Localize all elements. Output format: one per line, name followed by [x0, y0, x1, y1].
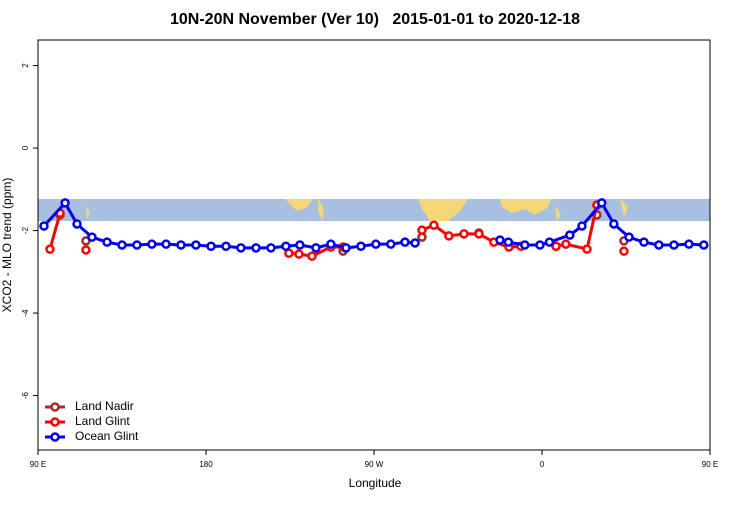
data-point	[147, 239, 157, 249]
data-point	[161, 239, 171, 249]
data-point	[311, 243, 321, 253]
data-point	[87, 232, 97, 242]
data-point	[132, 240, 142, 250]
y-tick-label: -6	[21, 391, 30, 399]
data-point	[561, 239, 571, 249]
data-point	[495, 235, 505, 245]
data-point	[544, 237, 555, 247]
data-point	[221, 241, 231, 251]
data-point	[386, 239, 396, 249]
x-tick-label: 90 W	[365, 460, 384, 469]
legend-label: Land Nadir	[75, 399, 134, 413]
y-tick-label: 0	[21, 145, 30, 150]
legend-marker	[50, 402, 60, 412]
data-point	[400, 237, 410, 247]
data-point	[503, 237, 514, 247]
data-point	[609, 219, 619, 229]
data-point	[117, 240, 127, 250]
legend-label: Land Glint	[75, 414, 130, 428]
x-tick-label: 90 E	[30, 460, 46, 469]
legend-marker	[50, 417, 60, 427]
data-point	[654, 240, 664, 250]
data-point	[596, 198, 607, 208]
data-point	[459, 229, 469, 239]
chart-title: 10N-20N November (Ver 10) 2015-01-01 to …	[170, 11, 580, 28]
data-point	[429, 220, 439, 230]
map-strip	[38, 199, 710, 221]
data-point	[102, 237, 112, 247]
legend-marker	[50, 432, 60, 442]
data-point	[417, 225, 427, 235]
data-point	[699, 240, 709, 250]
data-point	[206, 241, 216, 251]
data-point	[307, 251, 317, 261]
data-point	[60, 198, 70, 208]
data-point	[371, 239, 381, 249]
x-axis-label: Longitude	[349, 476, 402, 490]
data-point	[236, 243, 246, 253]
y-tick-label: 2	[21, 63, 30, 68]
data-point	[176, 240, 186, 250]
y-tick-label: -2	[21, 226, 30, 234]
data-point	[551, 241, 561, 251]
data-point	[410, 238, 420, 248]
y-tick-label: -4	[21, 309, 30, 317]
data-point	[582, 244, 592, 254]
x-tick-label: 90 E	[702, 460, 718, 469]
data-point	[565, 230, 575, 240]
x-tick-label: 180	[199, 460, 213, 469]
data-point	[326, 239, 336, 249]
data-point	[81, 245, 91, 255]
data-point	[444, 231, 454, 241]
data-point	[295, 240, 305, 250]
data-point	[639, 237, 649, 247]
data-point	[535, 240, 545, 250]
data-point	[520, 240, 530, 250]
data-point	[341, 243, 351, 253]
data-point	[669, 240, 679, 250]
data-point	[191, 240, 201, 250]
data-point	[356, 241, 366, 251]
data-point	[577, 221, 587, 231]
data-point	[45, 244, 55, 254]
data-point	[266, 243, 276, 253]
data-point	[39, 221, 49, 231]
data-point	[294, 249, 304, 259]
data-point	[251, 243, 261, 253]
data-point	[281, 241, 291, 251]
legend-label: Ocean Glint	[75, 429, 139, 443]
data-point	[474, 229, 484, 239]
x-tick-label: 0	[540, 460, 545, 469]
data-point	[624, 232, 634, 242]
data-point	[684, 239, 694, 249]
data-point	[619, 246, 629, 256]
y-axis-label: XCO2 - MLO trend (ppm)	[0, 178, 14, 313]
data-point	[72, 219, 82, 229]
